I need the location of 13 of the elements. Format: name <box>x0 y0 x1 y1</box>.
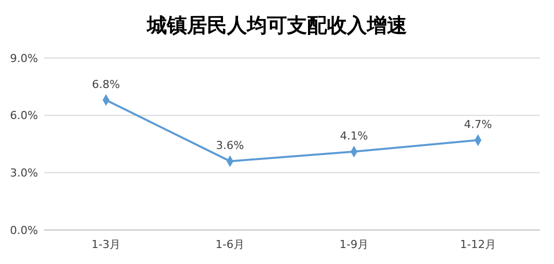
y-tick-label: 6.0% <box>10 109 38 122</box>
data-label: 3.6% <box>216 139 244 152</box>
x-tick-label: 1-3月 <box>92 238 120 251</box>
data-label: 4.7% <box>464 118 492 132</box>
x-tick-label: 1-9月 <box>340 238 368 251</box>
x-tick-label: 1-12月 <box>460 238 496 251</box>
chart-title: 城镇居民人均可支配收入增速 <box>146 13 407 37</box>
y-tick-label: 9.0% <box>10 52 38 65</box>
x-tick-label: 1-6月 <box>216 238 244 251</box>
data-label: 4.1% <box>340 130 368 143</box>
y-tick-label: 0.0% <box>10 224 38 237</box>
data-label: 6.8% <box>92 78 120 92</box>
y-tick-label: 3.0% <box>10 166 38 180</box>
